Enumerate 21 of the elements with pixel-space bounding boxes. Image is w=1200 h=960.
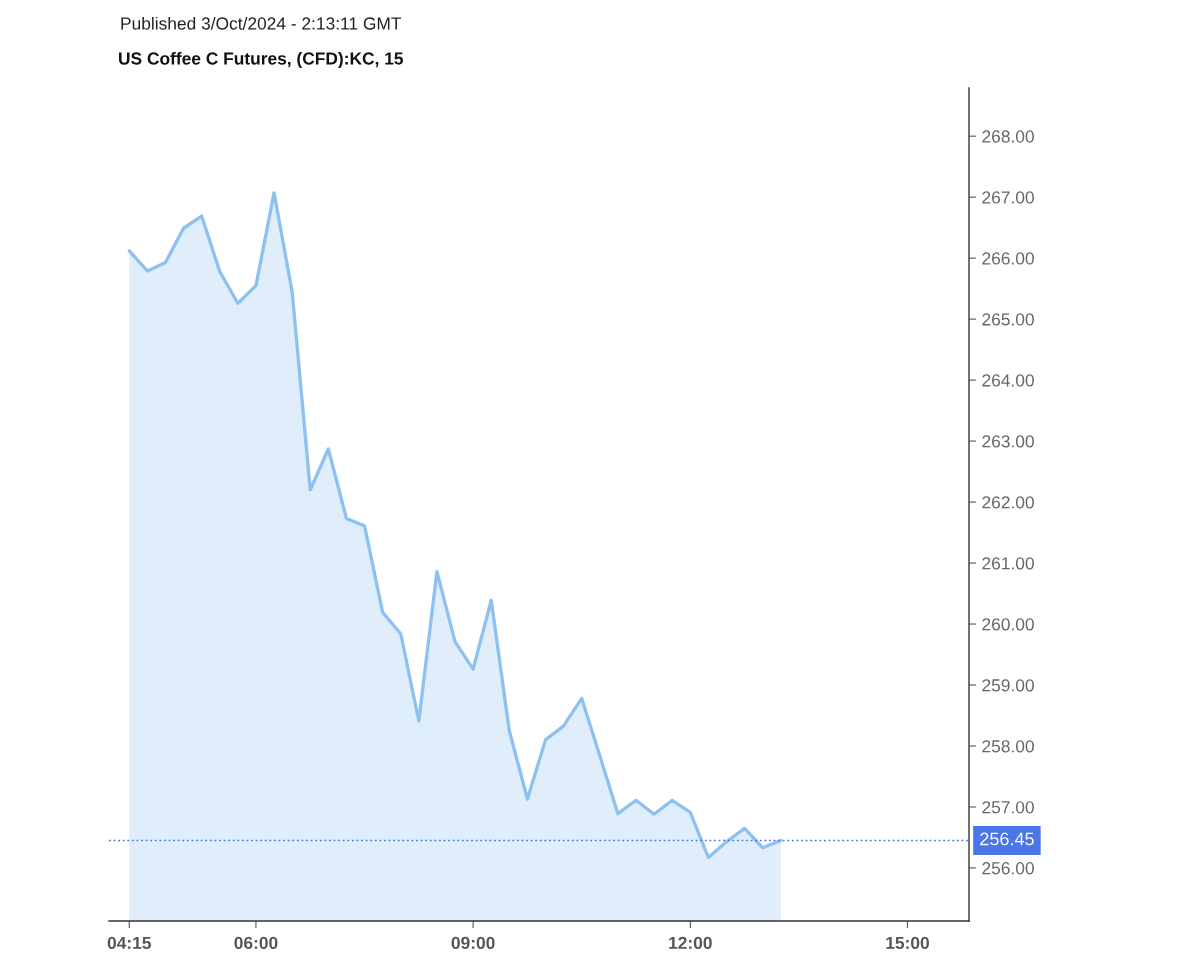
y-tick-label: 258.00 [982,740,1034,753]
y-tick-label: 267.00 [982,191,1034,204]
x-tick-label: 06:00 [234,936,278,950]
y-tick-label: 256.00 [982,862,1034,875]
y-tick-label: 266.00 [982,252,1034,265]
y-tick-label: 262.00 [982,496,1034,509]
x-tick-label: 12:00 [669,936,712,950]
x-tick-label: 09:00 [451,936,495,950]
x-tick-label: 15:00 [886,936,929,950]
y-tick-label: 259.00 [982,679,1034,692]
y-tick-label: 260.00 [982,618,1034,631]
chart-title: US Coffee C Futures, (CFD):KC, 15 [119,51,404,69]
y-tick-label: 261.00 [982,557,1034,570]
y-tick-label: 268.00 [982,130,1034,143]
y-tick-label: 257.00 [982,801,1034,814]
x-tick-label: 04:15 [107,936,151,950]
ref-line-label: 256.45 [980,832,1034,846]
y-tick-label: 265.00 [982,313,1034,326]
text: Published 3/Oct/2024 - 2:13:11 GMT [121,16,402,30]
y-tick-label: 263.00 [982,435,1034,448]
y-tick-label: 264.00 [982,374,1034,387]
